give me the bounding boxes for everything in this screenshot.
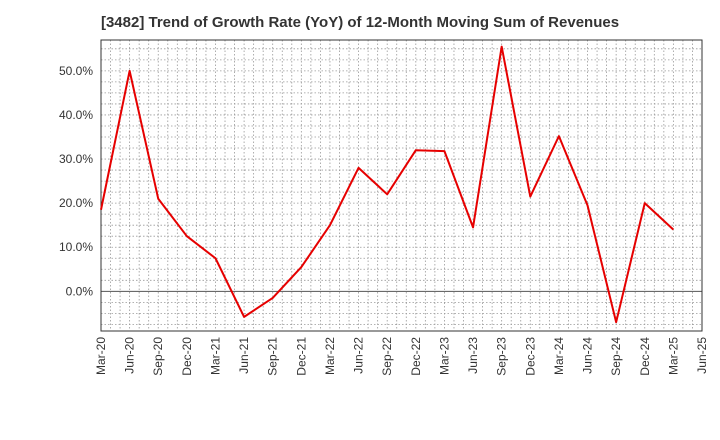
tick-labels: 0.0% 10.0% 20.0% 30.0% 40.0% 50.0% Mar-20 Jun-2… bbox=[59, 64, 709, 376]
x-tick-label: Sep-23 bbox=[495, 337, 509, 376]
grid-lines bbox=[101, 40, 702, 331]
plot-area bbox=[101, 40, 702, 331]
x-tick-label: Dec-22 bbox=[409, 337, 423, 376]
y-tick-label: 30.0% bbox=[59, 152, 93, 166]
x-tick-label: Mar-25 bbox=[666, 337, 680, 375]
x-tick-label: Mar-21 bbox=[208, 337, 222, 375]
series-layer bbox=[100, 45, 675, 324]
y-tick-label: 10.0% bbox=[59, 240, 93, 254]
y-tick-label: 40.0% bbox=[59, 108, 93, 122]
y-tick-label: 50.0% bbox=[59, 64, 93, 78]
x-tick-label: Sep-22 bbox=[380, 337, 394, 376]
x-tick-label: Mar-20 bbox=[94, 337, 108, 375]
x-tick-label: Jun-21 bbox=[237, 337, 251, 374]
x-tick-label: Mar-22 bbox=[323, 337, 337, 375]
x-tick-label: Jun-20 bbox=[123, 337, 137, 374]
x-tick-label: Sep-21 bbox=[266, 337, 280, 376]
chart-title: [3482] Trend of Growth Rate (YoY) of 12-… bbox=[100, 14, 620, 31]
x-tick-label: Dec-20 bbox=[180, 337, 194, 376]
axes bbox=[100, 39, 703, 332]
x-tick-label: Jun-25 bbox=[695, 337, 709, 374]
x-tick-label: Jun-23 bbox=[466, 337, 480, 374]
x-tick-label: Mar-23 bbox=[437, 337, 451, 375]
x-tick-label: Jun-22 bbox=[352, 337, 366, 374]
y-tick-label: 0.0% bbox=[66, 284, 94, 298]
plot-border bbox=[100, 39, 703, 332]
x-tick-label: Dec-24 bbox=[638, 337, 652, 376]
x-tick-label: Dec-21 bbox=[294, 337, 308, 376]
x-tick-label: Sep-24 bbox=[609, 337, 623, 376]
x-tick-label: Jun-24 bbox=[581, 337, 595, 374]
x-tick-label: Mar-24 bbox=[552, 337, 566, 375]
y-tick-label: 20.0% bbox=[59, 196, 93, 210]
x-tick-label: Sep-20 bbox=[151, 337, 165, 376]
x-tick-label: Dec-23 bbox=[523, 337, 537, 376]
